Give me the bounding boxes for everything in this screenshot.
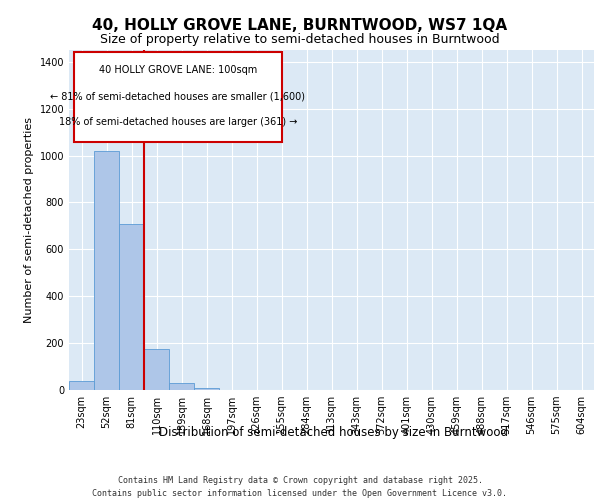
Text: Contains HM Land Registry data © Crown copyright and database right 2025.
Contai: Contains HM Land Registry data © Crown c…	[92, 476, 508, 498]
Bar	[94, 151, 119, 390]
Bar	[119, 224, 144, 390]
Text: 18% of semi-detached houses are larger (361) →: 18% of semi-detached houses are larger (…	[59, 117, 297, 127]
Text: 40 HOLLY GROVE LANE: 100sqm: 40 HOLLY GROVE LANE: 100sqm	[99, 64, 257, 74]
Bar	[69, 380, 94, 390]
Text: ← 81% of semi-detached houses are smaller (1,600): ← 81% of semi-detached houses are smalle…	[50, 92, 305, 102]
Bar	[169, 383, 194, 390]
FancyBboxPatch shape	[74, 52, 281, 142]
Y-axis label: Number of semi-detached properties: Number of semi-detached properties	[24, 117, 34, 323]
Text: Size of property relative to semi-detached houses in Burntwood: Size of property relative to semi-detach…	[100, 32, 500, 46]
Text: 40, HOLLY GROVE LANE, BURNTWOOD, WS7 1QA: 40, HOLLY GROVE LANE, BURNTWOOD, WS7 1QA	[92, 18, 508, 32]
Bar	[144, 349, 169, 390]
Bar	[194, 388, 219, 390]
Text: Distribution of semi-detached houses by size in Burntwood: Distribution of semi-detached houses by …	[158, 426, 508, 439]
